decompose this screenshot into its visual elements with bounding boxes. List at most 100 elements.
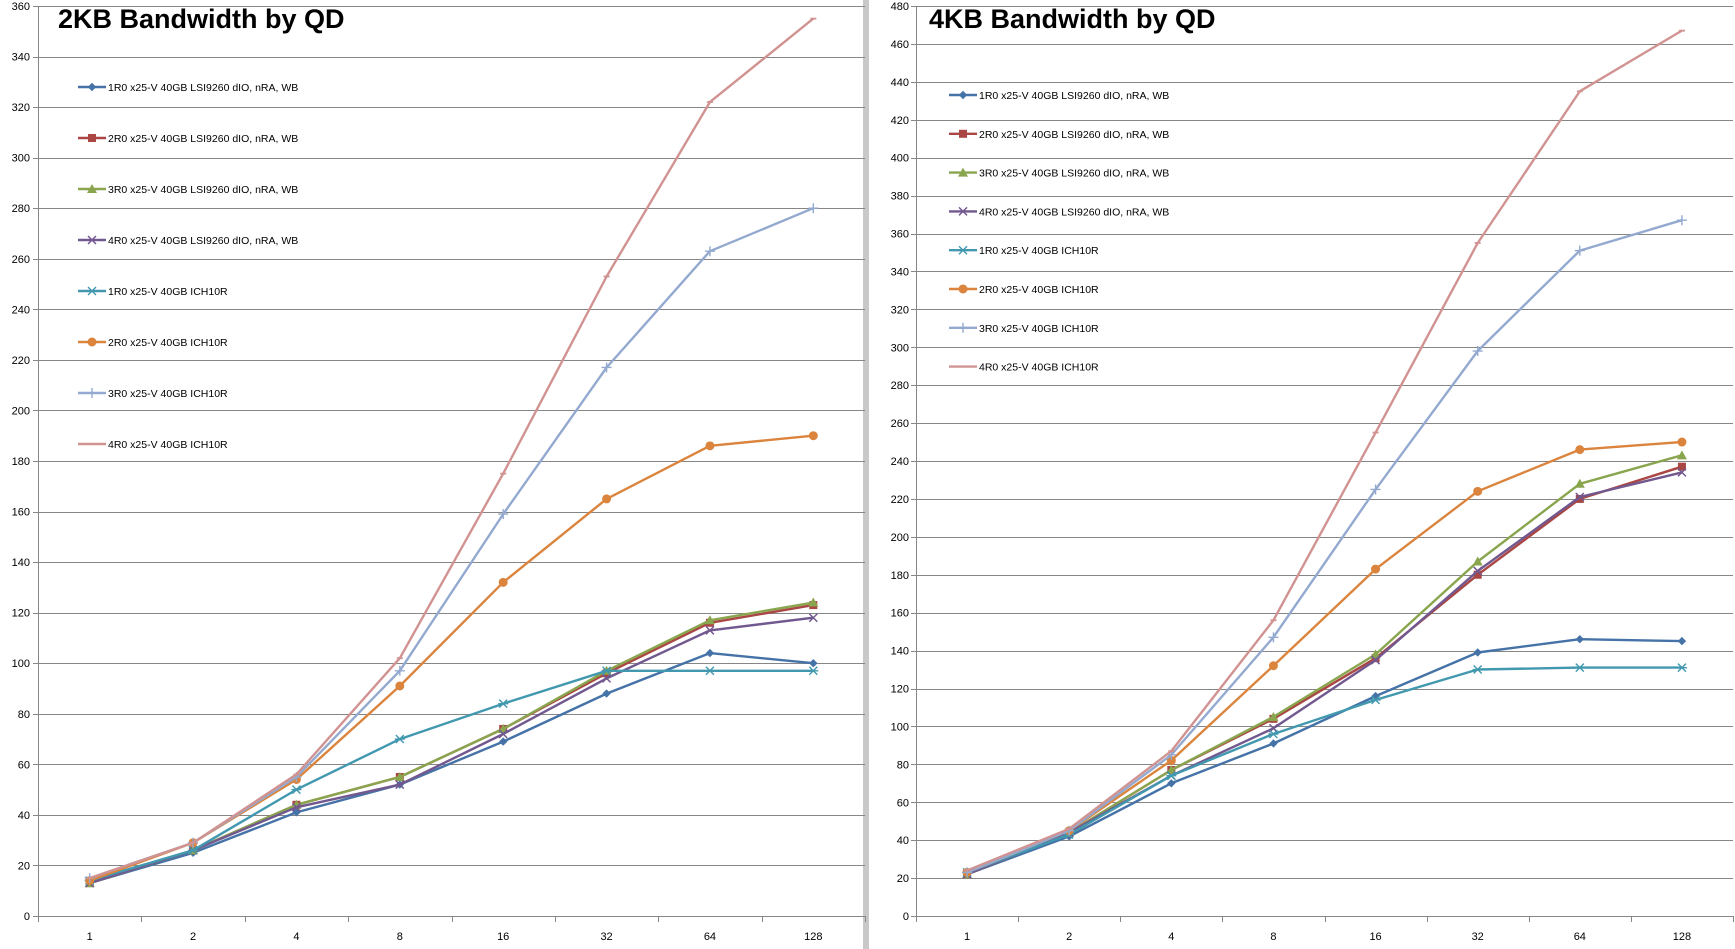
legend-swatch-marker (87, 286, 97, 296)
data-point (1268, 729, 1279, 739)
data-point (809, 659, 818, 668)
y-tick-label: 140 (891, 646, 909, 658)
series-8 (964, 29, 1685, 872)
data-point (704, 666, 715, 676)
data-point (1677, 467, 1687, 477)
series-6 (962, 437, 1687, 877)
y-tick-label: 200 (891, 532, 909, 544)
data-point (1677, 437, 1687, 447)
legend-swatch-marker (958, 284, 968, 294)
data-point (394, 771, 405, 781)
y-tick-label: 360 (12, 1, 30, 13)
data-point (498, 577, 508, 587)
series-line (89, 434, 814, 882)
y-tick-label: 160 (12, 507, 30, 519)
data-point (1472, 665, 1483, 675)
chart-title: 2KB Bandwidth by QD (58, 4, 345, 34)
x-tick-label: 16 (1369, 931, 1381, 943)
y-tick-label: 20 (18, 860, 30, 872)
y-tick-label: 60 (897, 797, 909, 809)
data-point (1472, 556, 1483, 566)
series-line (89, 207, 814, 880)
y-tick-label: 160 (891, 608, 909, 620)
data-point (1370, 695, 1381, 705)
x-tick-label: 2 (190, 931, 196, 943)
series-8 (86, 17, 817, 880)
data-point (1677, 462, 1686, 471)
series-line (89, 669, 814, 882)
data-point (1575, 492, 1585, 502)
data-point (498, 509, 509, 520)
y-tick-label: 60 (18, 759, 30, 771)
legend-swatch-marker (958, 90, 968, 100)
data-point (498, 699, 509, 709)
y-tick-label: 40 (897, 835, 909, 847)
y-tick-label: 320 (12, 102, 30, 114)
y-tick-label: 480 (891, 1, 909, 13)
data-point (962, 867, 973, 878)
legend-entry: 2R0 x25-V 40GB LSI9260 dIO, nRA, WB (979, 129, 1169, 141)
x-tick-label: 32 (600, 931, 612, 943)
x-tick-label: 4 (1168, 931, 1174, 943)
data-point (1268, 632, 1279, 643)
data-point (1268, 661, 1278, 671)
x-tick-label: 4 (293, 931, 299, 943)
data-point (705, 441, 715, 451)
series-3 (962, 450, 1687, 879)
y-tick-label: 120 (12, 608, 30, 620)
data-point (1371, 655, 1381, 665)
series-1 (962, 635, 1687, 879)
legend-swatch-marker (87, 337, 97, 347)
x-tick-label: 128 (804, 931, 822, 943)
x-tick-label: 64 (1574, 931, 1586, 943)
data-point (1575, 494, 1584, 503)
y-tick-label: 0 (903, 911, 909, 923)
data-point (1676, 450, 1687, 460)
legend-swatch-marker (87, 235, 97, 245)
data-point (188, 845, 199, 855)
data-point (498, 729, 508, 739)
chart-divider (863, 0, 869, 949)
data-point (291, 802, 301, 812)
data-point (1268, 711, 1279, 721)
y-tick-label: 400 (891, 153, 909, 165)
y-tick-label: 220 (12, 355, 30, 367)
data-point (1167, 779, 1176, 788)
y-tick-label: 240 (891, 456, 909, 468)
data-point (1574, 478, 1585, 488)
y-tick-label: 380 (891, 191, 909, 203)
data-point (808, 431, 818, 441)
series-4 (962, 467, 1687, 879)
data-point (1370, 649, 1381, 659)
data-point (1574, 663, 1585, 673)
y-tick-label: 120 (891, 684, 909, 696)
x-tick-label: 1 (964, 931, 970, 943)
y-tick-label: 220 (891, 494, 909, 506)
x-tick-label: 128 (1673, 931, 1691, 943)
legend-swatch-marker (958, 245, 968, 255)
legend-entry: 4R0 x25-V 40GB LSI9260 dIO, nRA, WB (979, 206, 1169, 218)
data-point (1371, 691, 1380, 701)
x-tick-label: 32 (1472, 931, 1484, 943)
series-line (966, 29, 1683, 872)
y-tick-label: 80 (18, 709, 30, 721)
series-line (966, 638, 1682, 876)
legend-entry: 1R0 x25-V 40GB ICH10R (979, 245, 1099, 257)
data-point (808, 666, 819, 676)
data-point (705, 625, 715, 635)
series-line (966, 440, 1682, 874)
legend-entry: 3R0 x25-V 40GB ICH10R (979, 323, 1099, 335)
x-tick-label: 64 (704, 931, 716, 943)
series-7 (962, 215, 1687, 878)
data-point (1676, 663, 1687, 673)
series-line (89, 603, 814, 885)
y-tick-label: 200 (12, 405, 30, 417)
y-tick-label: 40 (18, 810, 30, 822)
y-tick-label: 460 (891, 39, 909, 51)
data-point (1575, 635, 1585, 644)
series-line (89, 601, 814, 885)
data-point (602, 673, 612, 683)
data-point (1676, 215, 1687, 226)
legend-entry: 3R0 x25-V 40GB LSI9260 dIO, nRA, WB (108, 184, 298, 196)
legend-entry: 1R0 x25-V 40GB ICH10R (108, 286, 228, 298)
